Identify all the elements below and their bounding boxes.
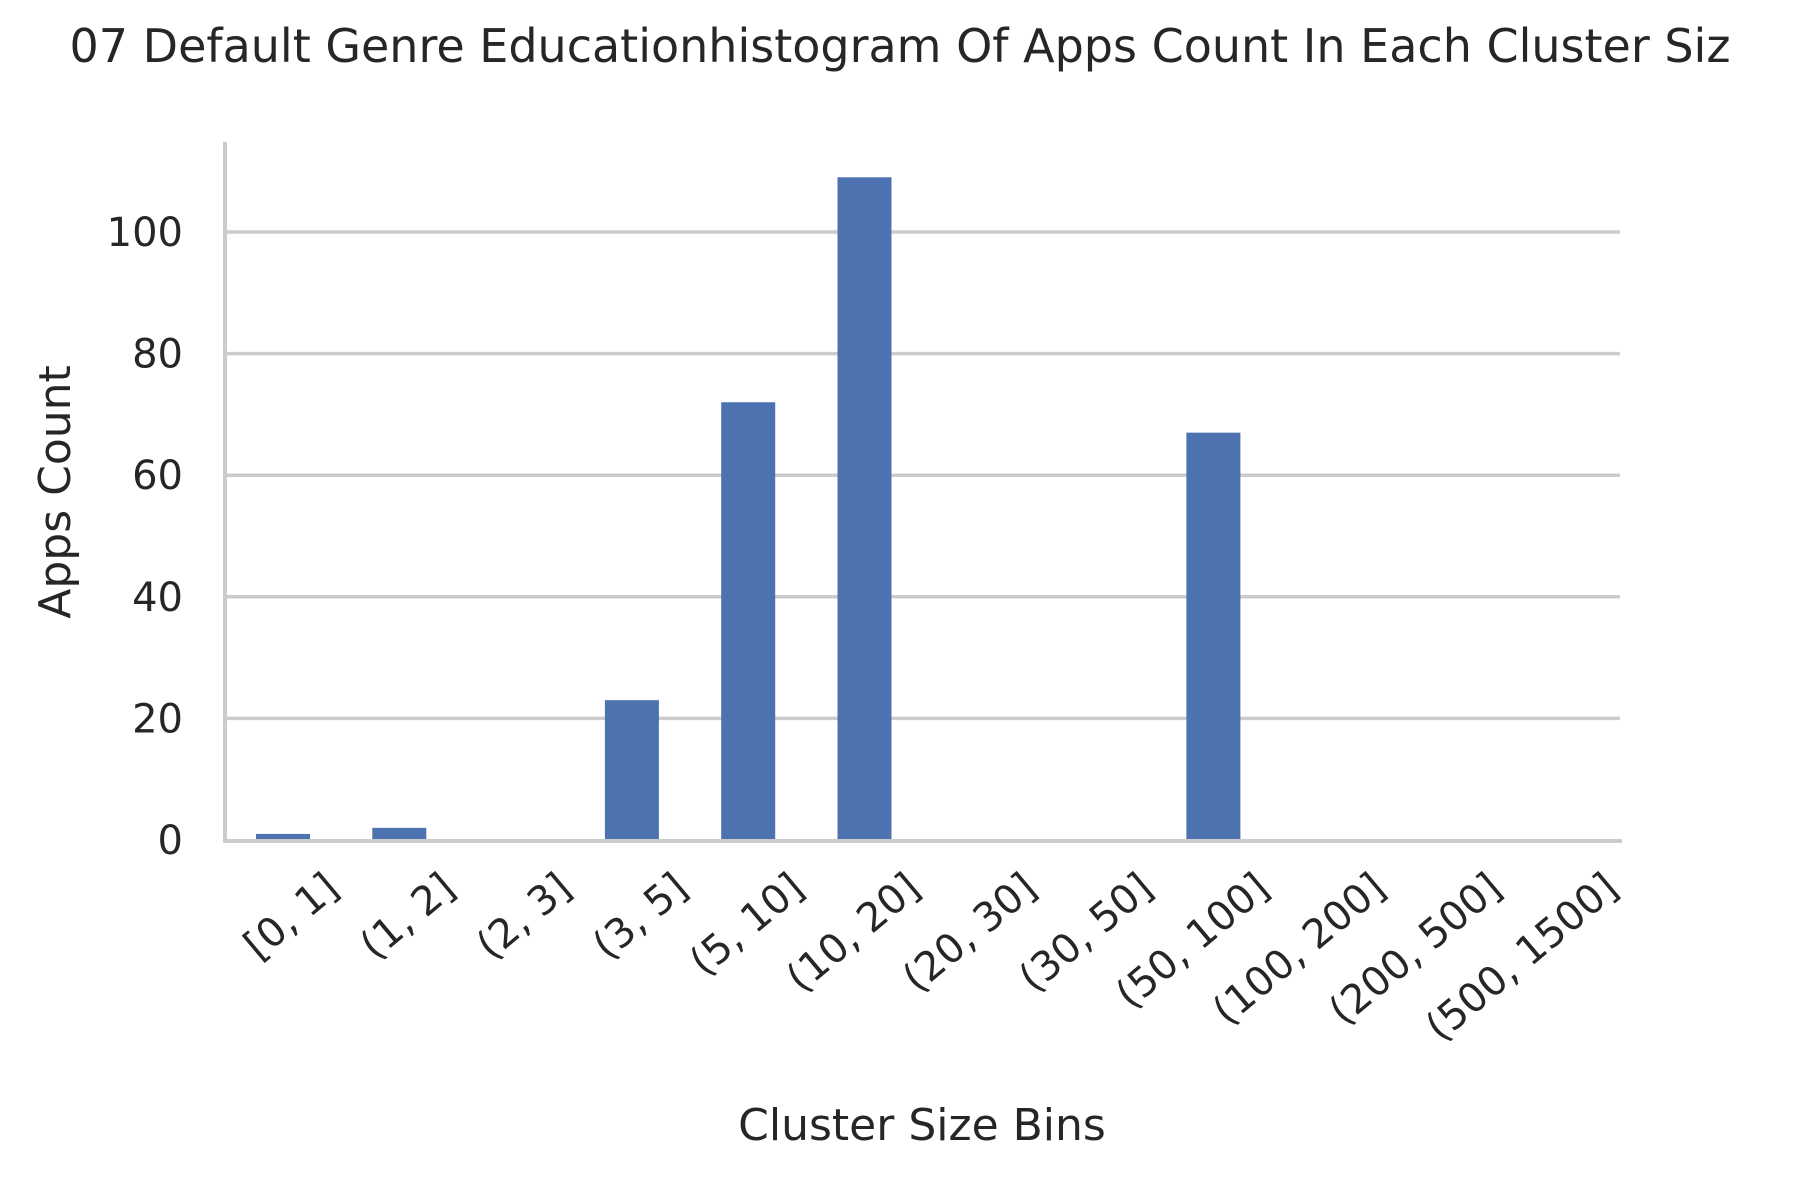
bar [721,402,776,840]
bar [1186,432,1241,840]
bar [604,700,659,840]
grid-layer [225,230,1620,721]
axes-layer [223,142,1622,843]
chart-title: 07 Default Genre Educationhistogram Of A… [70,19,1731,73]
bar [837,177,892,840]
y-tick-label: 60 [132,453,183,499]
x-tick-label: (1, 2] [352,864,464,968]
x-axis-label: Cluster Size Bins [738,1100,1106,1151]
x-tick-label: (2, 3] [468,864,580,968]
y-tick-labels: 0 20 40 60 80 100 [107,210,183,864]
y-tick-label: 100 [107,210,183,256]
y-tick-label: 0 [158,818,183,864]
bar [256,833,310,840]
y-axis-label: Apps Count [30,365,81,619]
y-tick-label: 40 [132,575,183,621]
x-tick-label: [0, 1] [235,864,347,968]
x-tick-label: (3, 5] [584,864,696,968]
bars-layer [256,177,1241,840]
x-tick-labels: [0, 1] (1, 2] (2, 3] (3, 5](5, 10](10, 20](… [235,864,1626,1050]
bar [372,827,427,840]
y-tick-label: 20 [132,696,183,742]
y-tick-label: 80 [132,332,183,378]
